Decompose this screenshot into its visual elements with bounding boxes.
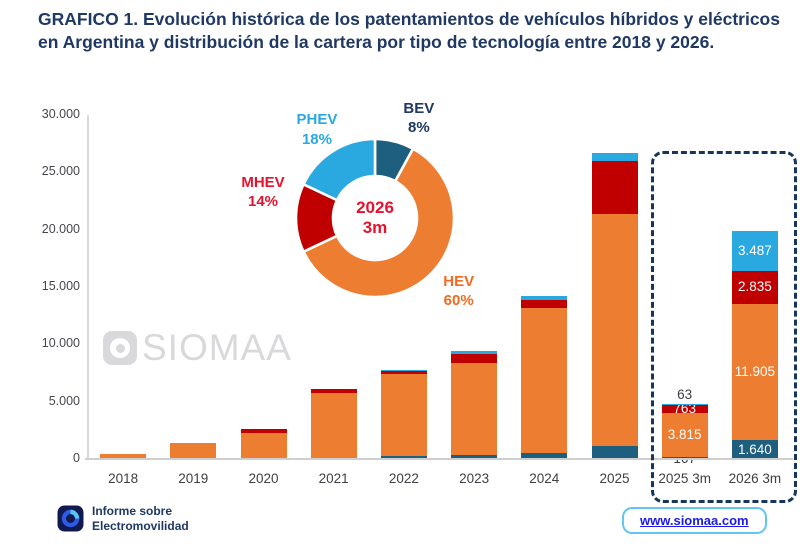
donut-label-bev: BEV 8% (403, 99, 435, 136)
bar-segment-hev (661, 413, 708, 458)
donut-center-label: 2026 3m (356, 198, 394, 238)
y-tick-label: 20.000 (41, 221, 80, 236)
bar-segment-hev (380, 374, 427, 456)
brand-text: Informe sobre Electromovilidad (92, 504, 189, 533)
donut-rings (294, 137, 456, 299)
brand-line-1: Informe sobre (92, 504, 173, 518)
watermark-text: SIOMAA (142, 327, 292, 368)
bar-segment-bev (521, 452, 568, 459)
bar-segment-hev (591, 213, 638, 447)
bar-value-label: 63 (677, 386, 693, 402)
x-category-label: 2020 (248, 471, 279, 486)
siomaa-logo-icon (103, 331, 137, 365)
donut-label-phev: PHEV 18% (296, 111, 338, 148)
y-tick-label: 10.000 (41, 336, 80, 351)
x-category-label: 2026 3m (728, 471, 782, 486)
x-axis-line (85, 458, 793, 460)
bar-segment-bev (380, 455, 427, 459)
donut-slice-phev (302, 137, 377, 202)
bar-plot-area: SIOMAA 1673.815763631.64011.9052.8353.48… (85, 115, 793, 466)
report-brand: Informe sobre Electromovilidad (57, 504, 189, 533)
bar-segment-hev (170, 442, 217, 459)
bar-value-label: 3.487 (737, 243, 772, 259)
bar-segment-mhev (451, 353, 498, 363)
bar-segment-phev (731, 231, 778, 272)
bar-segment-hev (451, 362, 498, 455)
bar-segment-mhev (661, 404, 708, 414)
x-category-label: 2023 (459, 471, 490, 486)
bar-segment-phev (521, 296, 568, 300)
bar-segment-mhev (521, 299, 568, 308)
page-title: GRAFICO 1. Evolución histórica de los pa… (38, 9, 780, 53)
bar-segment-phev (661, 403, 708, 405)
bar-segment-bev (591, 446, 638, 459)
donut-center-year: 2026 (356, 197, 394, 217)
brand-line-2: Electromovilidad (92, 518, 189, 533)
bar-segment-phev (380, 369, 427, 371)
bar-segment-hev (731, 303, 778, 441)
bar-segment-mhev (310, 389, 357, 393)
bar-segment-phev (451, 350, 498, 354)
x-category-label: 2018 (108, 471, 139, 486)
bar-segment-bev (451, 455, 498, 459)
bar-segment-phev (591, 152, 638, 161)
y-tick-label: 0 (73, 451, 80, 465)
bar-value-label: 3.815 (667, 427, 702, 443)
bar-value-label: 763 (673, 400, 696, 416)
bar-segment-hev (310, 392, 357, 459)
bar-segment-hev (521, 307, 568, 453)
electromovilidad-logo-icon (57, 505, 84, 532)
donut-slice-hev (302, 147, 456, 299)
bar-segment-mhev (591, 160, 638, 214)
bar-value-label: 1.640 (737, 441, 772, 457)
y-tick-label: 25.000 (41, 164, 80, 179)
highlight-dashed-box (651, 151, 797, 503)
donut-label-mhev: MHEV 14% (241, 173, 285, 210)
donut-center-period: 3m (362, 218, 388, 237)
bar-segment-hev (100, 453, 147, 459)
y-tick-label: 15.000 (41, 279, 80, 293)
y-tick-label: 5.000 (48, 393, 80, 408)
bar-value-label: 2.835 (737, 279, 772, 295)
bar-value-label: 11.905 (734, 363, 776, 379)
x-category-label: 2022 (388, 471, 419, 486)
x-category-label: 2025 3m (658, 471, 711, 486)
bar-segment-mhev (380, 370, 427, 375)
bar-segment-mhev (731, 271, 778, 304)
donut-label-hev: HEV 60% (443, 272, 475, 309)
siomaa-link[interactable]: www.siomaa.com (622, 507, 767, 534)
x-category-label: 2025 (599, 471, 630, 486)
y-axis-line (87, 115, 89, 459)
bar-segment-mhev (240, 429, 287, 433)
x-category-label: 2024 (529, 471, 560, 486)
y-tick-label: 30.000 (41, 107, 80, 121)
x-category-label: 2019 (178, 471, 209, 486)
siomaa-watermark: SIOMAA (103, 327, 292, 369)
x-category-label: 2021 (318, 471, 349, 486)
bar-segment-bev (731, 440, 778, 459)
bar-segment-hev (240, 432, 287, 459)
